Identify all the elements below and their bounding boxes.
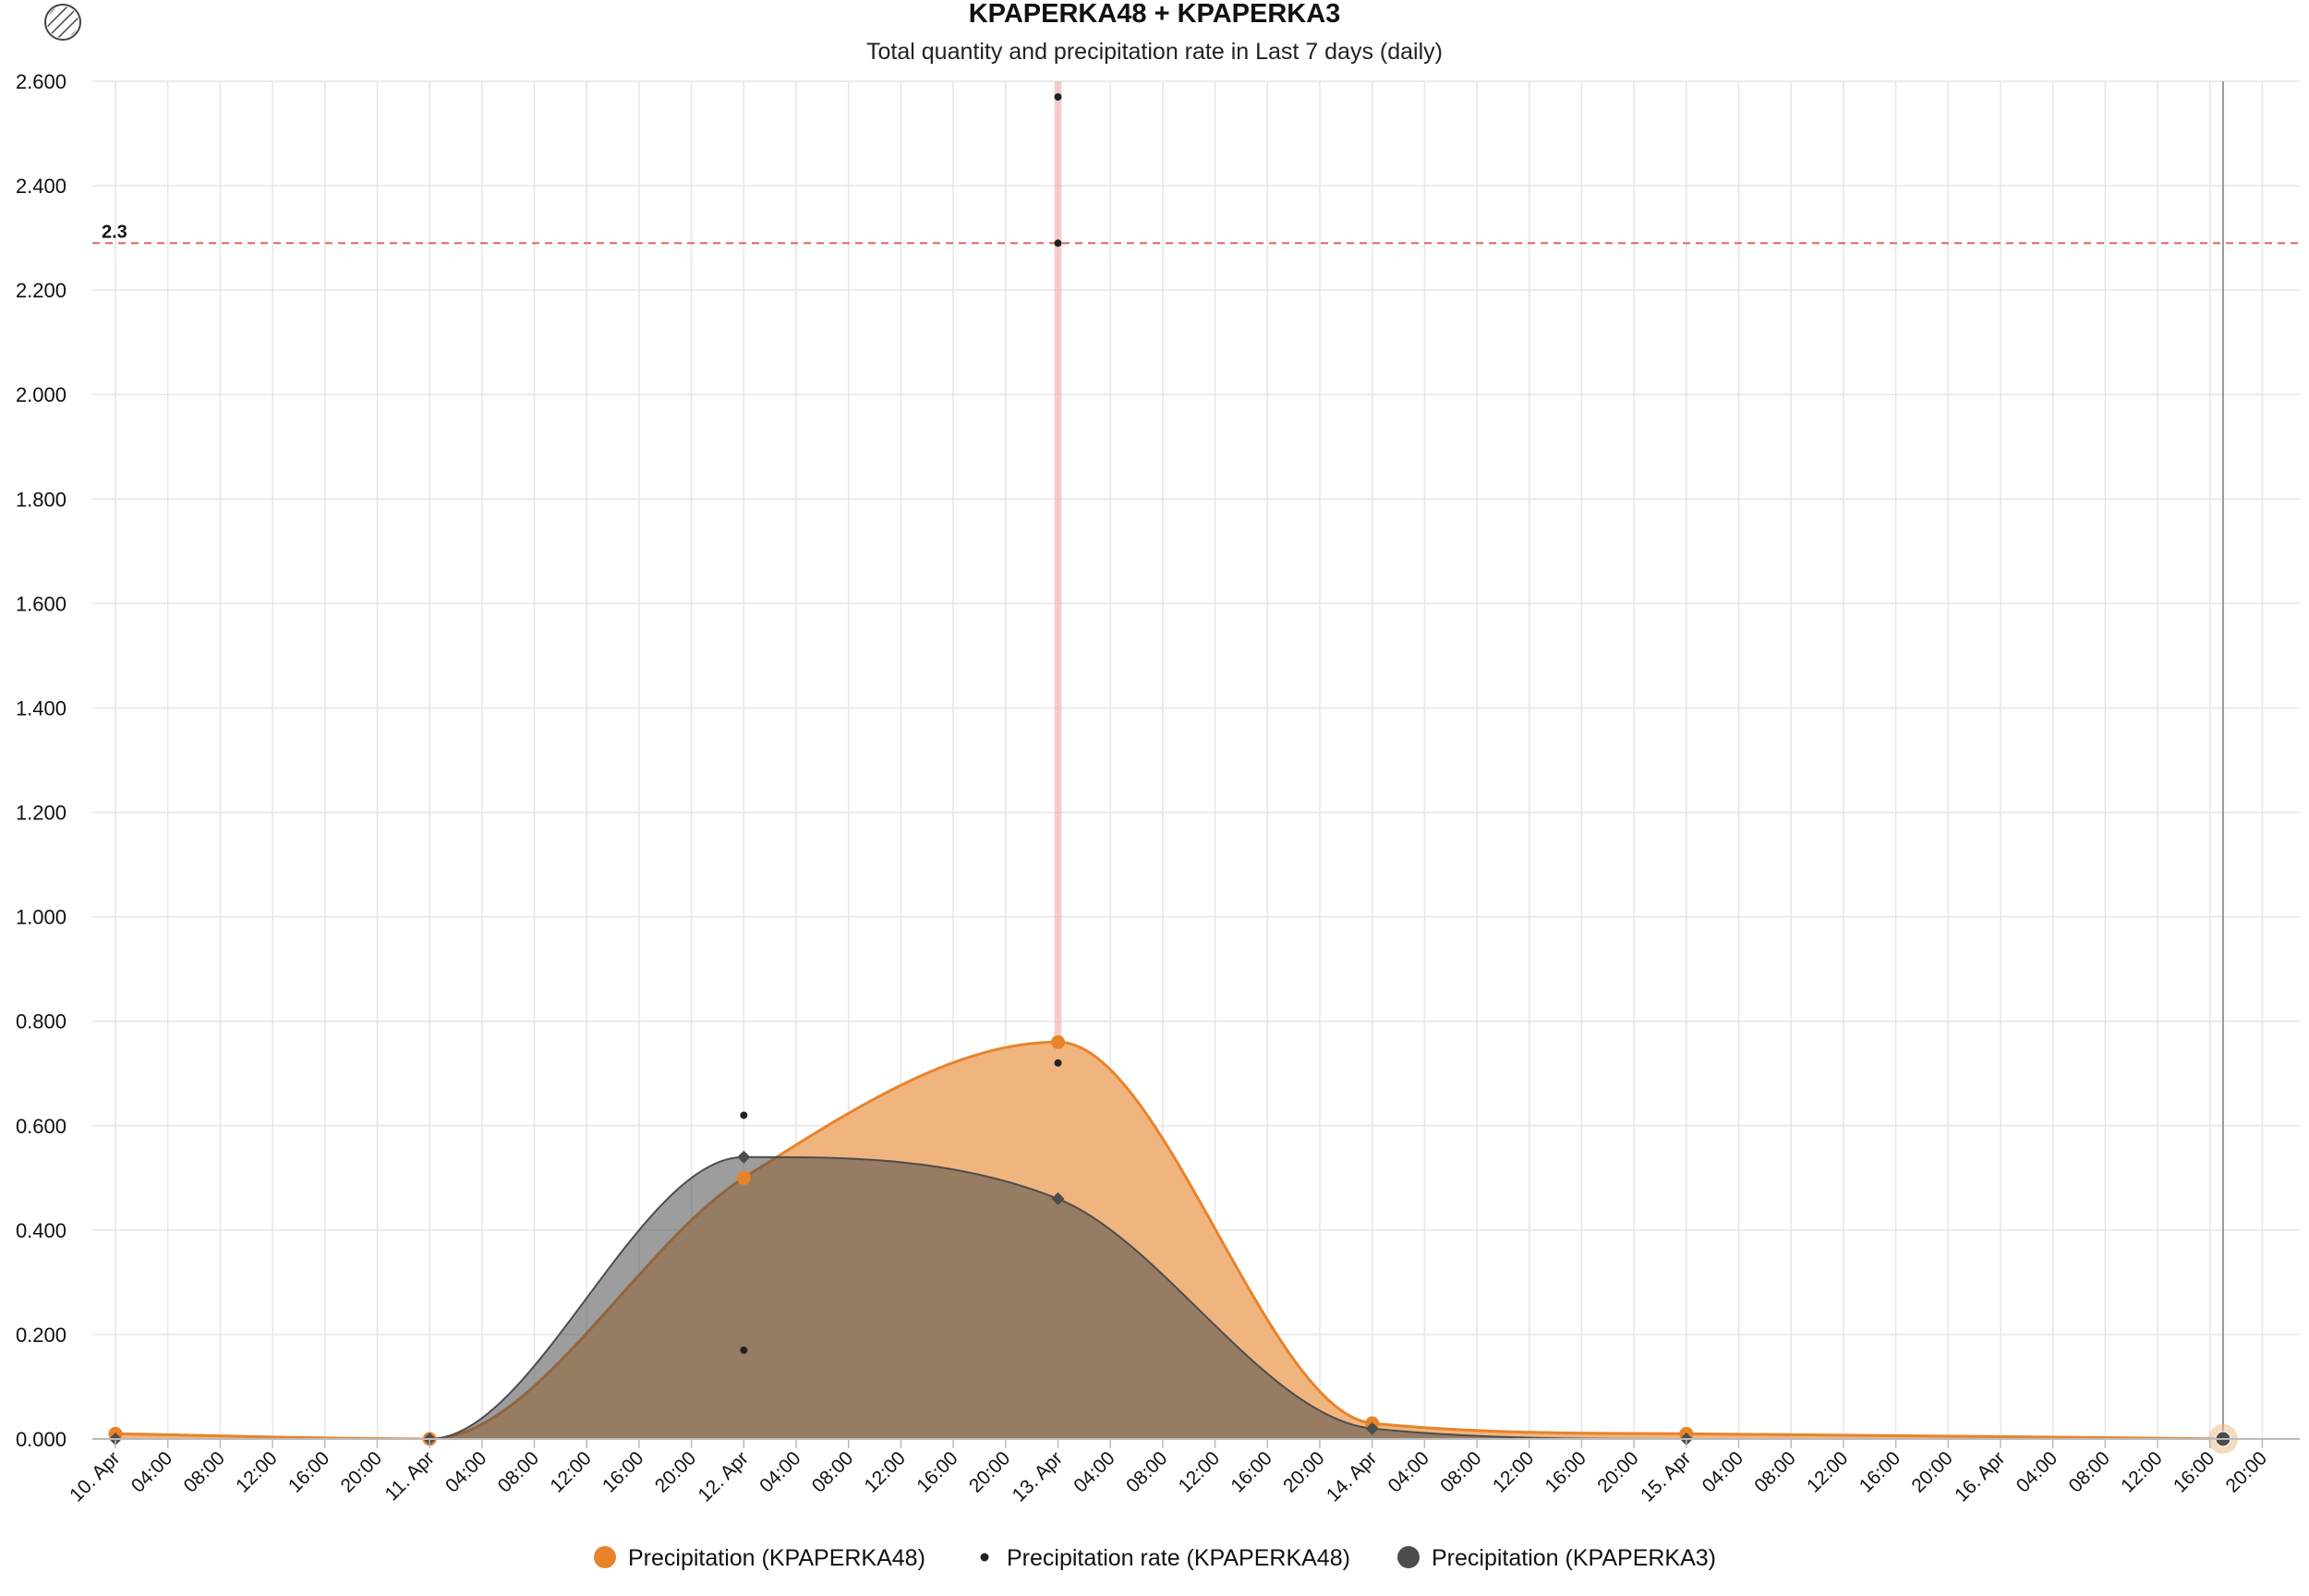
data-point-kpaperka3: [1365, 1421, 1379, 1435]
x-tick-label: 08:00: [808, 1447, 857, 1496]
x-tick-label: 08:00: [1122, 1447, 1171, 1496]
y-tick-label: 1.600: [16, 592, 66, 615]
x-tick-label: 16:00: [1227, 1447, 1275, 1496]
y-tick-label: 1.800: [16, 488, 66, 511]
x-tick-label: 04:00: [127, 1447, 176, 1496]
x-tick-label: 16:00: [913, 1447, 961, 1496]
x-tick-label: 12. Apr: [695, 1447, 753, 1505]
y-tick-label: 2.600: [16, 70, 66, 93]
x-tick-label: 16:00: [1856, 1447, 1904, 1496]
chart-menu-button[interactable]: [26, 0, 94, 54]
x-tick-label: 04:00: [756, 1447, 804, 1496]
data-point-kpaperka48: [1051, 1034, 1066, 1049]
markers: [108, 92, 2238, 1454]
x-tick-label: 08:00: [2065, 1447, 2114, 1496]
x-tick-label: 04:00: [441, 1447, 490, 1496]
x-tick-label: 04:00: [1384, 1447, 1433, 1496]
x-tick-label: 20:00: [1593, 1447, 1642, 1496]
x-tick-label: 12:00: [2117, 1447, 2166, 1496]
legend-label: Precipitation (KPAPERKA3): [1432, 1545, 1716, 1571]
y-tick-label: 2.400: [16, 175, 66, 198]
x-tick-label: 16:00: [598, 1447, 647, 1496]
x-tick-label: 04:00: [1699, 1447, 1747, 1496]
x-tick-label: 13. Apr: [1009, 1447, 1067, 1505]
x-tick-label: 20:00: [337, 1447, 386, 1496]
legend-symbol-dot: [980, 1553, 989, 1562]
y-tick-label: 0.000: [16, 1428, 66, 1451]
threshold-label: 2.3: [102, 222, 127, 242]
y-tick-label: 0.800: [16, 1010, 66, 1034]
y-tick-label: 2.000: [16, 383, 66, 406]
x-tick-label: 16. Apr: [1951, 1447, 2009, 1505]
x-tick-label: 20:00: [965, 1447, 1014, 1496]
x-tick-label: 08:00: [494, 1447, 543, 1496]
x-tick-label: 12:00: [232, 1447, 281, 1496]
y-tick-label: 1.200: [16, 802, 66, 825]
x-tick-label: 20:00: [651, 1447, 700, 1496]
legend: Precipitation (KPAPERKA48) Precipitation…: [594, 1545, 1716, 1571]
x-tick-label: 08:00: [1750, 1447, 1799, 1496]
x-tick-label: 16:00: [1541, 1447, 1590, 1496]
y-tick-label: 2.200: [16, 279, 66, 302]
chart-subtitle: Total quantity and precipitation rate in…: [866, 39, 1443, 65]
data-point-kpaperka3: [1051, 1191, 1065, 1205]
x-tick-label: 16:00: [2170, 1447, 2218, 1496]
x-tick-label: 12:00: [861, 1447, 910, 1496]
x-tick-label: 04:00: [1070, 1447, 1118, 1496]
x-tick-label: 15. Apr: [1637, 1447, 1695, 1505]
y-tick-label: 1.000: [16, 906, 66, 929]
legend-symbol-orange-circle: [594, 1546, 616, 1568]
y-tick-label: 0.600: [16, 1115, 66, 1138]
x-tick-label: 14. Apr: [1323, 1447, 1381, 1505]
x-tick-label: 04:00: [2013, 1447, 2061, 1496]
y-tick-label: 0.200: [16, 1324, 66, 1347]
chart-title: KPAPERKA48 + KPAPERKA3: [969, 0, 1341, 29]
series: [115, 1040, 2223, 1439]
x-tick-label: 20:00: [1279, 1447, 1328, 1496]
legend-label: Precipitation (KPAPERKA48): [628, 1545, 925, 1571]
legend-symbol-gray-circle: [1397, 1546, 1420, 1568]
x-tick-label: 08:00: [1436, 1447, 1485, 1496]
x-tick-label: 12:00: [1803, 1447, 1852, 1496]
x-tick-label: 08:00: [179, 1447, 228, 1496]
data-point-precipitation-rate: [1054, 1058, 1062, 1067]
x-tick-label: 12:00: [1175, 1447, 1224, 1496]
x-tick-label: 11. Apr: [381, 1447, 438, 1505]
series-line-kpaperka3: [115, 1155, 2223, 1439]
legend-item-precipitation-kpaperka3[interactable]: Precipitation (KPAPERKA3): [1397, 1545, 1716, 1571]
data-point-kpaperka48: [736, 1170, 751, 1185]
data-point-precipitation-rate: [1054, 239, 1062, 248]
y-tick-label: 1.400: [16, 696, 66, 719]
data-point-precipitation-rate: [740, 1111, 748, 1119]
legend-label: Precipitation rate (KPAPERKA48): [1007, 1545, 1350, 1571]
x-tick-label: 12:00: [546, 1447, 595, 1496]
x-tick-label: 10. Apr: [66, 1447, 124, 1505]
x-tick-label: 20:00: [2222, 1447, 2271, 1496]
y-tick-label: 0.400: [16, 1219, 66, 1242]
x-tick-label: 16:00: [284, 1447, 333, 1496]
legend-item-precipitation-rate-kpaperka48[interactable]: Precipitation rate (KPAPERKA48): [980, 1545, 1350, 1571]
data-point-precipitation-rate: [1054, 92, 1062, 101]
x-tick-label: 12:00: [1489, 1447, 1538, 1496]
data-point-kpaperka3: [737, 1150, 751, 1164]
x-tick-label: 20:00: [1907, 1447, 1956, 1496]
data-point-precipitation-rate: [740, 1346, 748, 1354]
legend-item-precipitation-kpaperka48[interactable]: Precipitation (KPAPERKA48): [594, 1545, 925, 1571]
